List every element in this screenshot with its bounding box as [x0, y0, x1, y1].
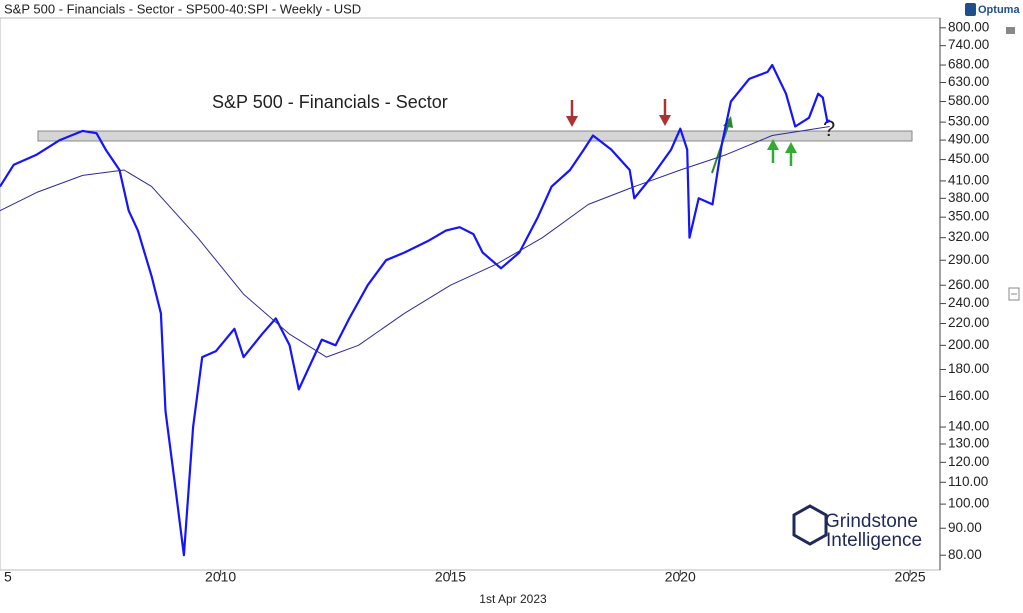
- y-tick-label: 90.00: [948, 520, 982, 535]
- brand-icon: [965, 3, 976, 16]
- logo-text: Intelligence: [826, 530, 922, 551]
- x-tick-label: 2025: [895, 569, 926, 585]
- logo-text: Grindstone: [825, 511, 918, 532]
- y-tick-label: 120.00: [948, 454, 989, 469]
- y-tick-label: 630.00: [948, 74, 989, 89]
- y-tick-label: 580.00: [948, 93, 989, 108]
- y-tick-label: 240.00: [948, 295, 989, 310]
- x-tick-label: 2020: [665, 569, 696, 585]
- logo: Grindstone Intelligence: [792, 504, 922, 551]
- y-tick-label: 380.00: [948, 190, 989, 205]
- y-tick-label: 490.00: [948, 132, 989, 147]
- chart-title: S&P 500 - Financials - Sector - SP500-40…: [4, 1, 361, 16]
- y-tick-label: 130.00: [948, 436, 989, 451]
- y-tick-label: 180.00: [948, 361, 989, 376]
- date-label: 1st Apr 2023: [479, 592, 547, 606]
- y-tick-label: 110.00: [948, 474, 988, 489]
- y-tick-label: 140.00: [948, 419, 989, 434]
- annotation: ?: [823, 116, 835, 141]
- series-line: [0, 126, 830, 358]
- y-tick-label: 200.00: [948, 337, 989, 352]
- x-tick-label: 2015: [435, 569, 466, 585]
- x-tick-label: 2010: [205, 569, 236, 585]
- y-tick-label: 350.00: [948, 209, 989, 224]
- series-line: [0, 63, 831, 557]
- resistance-zone: [37, 130, 913, 142]
- brand: Optuma: [978, 4, 1020, 16]
- annotation: S&P 500 - Financials - Sector: [212, 92, 448, 112]
- x-tick-label: 5: [4, 569, 12, 585]
- y-tick-label: 530.00: [948, 114, 989, 129]
- y-tick-label: 450.00: [948, 151, 989, 166]
- y-tick-label: 220.00: [948, 315, 989, 330]
- y-tick-label: 680.00: [948, 57, 989, 72]
- y-tick-label: 410.00: [948, 172, 989, 187]
- y-tick-label: 80.00: [948, 547, 982, 562]
- side-icons: [1006, 27, 1020, 301]
- y-tick-label: 290.00: [948, 252, 989, 267]
- y-tick-label: 260.00: [948, 277, 989, 292]
- y-tick-label: 320.00: [948, 229, 989, 244]
- y-tick-label: 100.00: [948, 496, 989, 511]
- y-tick-label: 160.00: [948, 388, 989, 403]
- y-tick-label: 800.00: [948, 19, 989, 34]
- y-tick-label: 740.00: [948, 37, 989, 52]
